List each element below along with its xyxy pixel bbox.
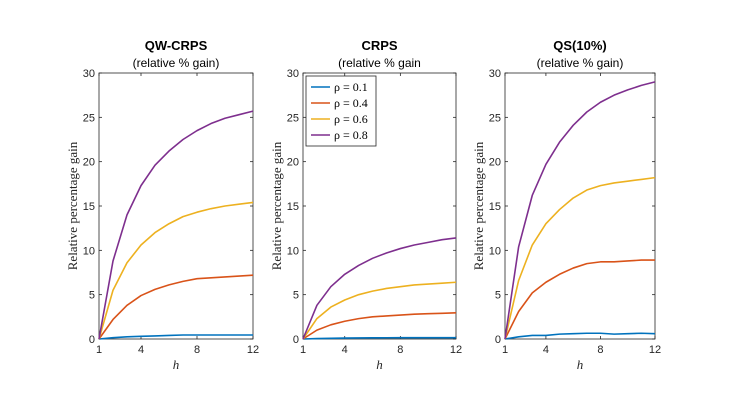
x-tick-label: 1 [96,344,102,356]
x-tick-label: 4 [543,344,549,356]
chart-panel-2: CRPS (relative % gain 0 5 10 15 20 25 30 1 4 8 12 h Re… [269,38,462,372]
series-line-1 [98,334,253,340]
y-tick-label: 20 [83,157,95,169]
y-tick-label: 25 [287,112,299,124]
chart-subtitle: (relative % gain [338,56,421,70]
series-line-2 [98,274,254,340]
series-line-3 [98,201,254,340]
x-tick-label: 12 [247,344,259,356]
y-tick-label: 25 [489,112,501,124]
y-tick-label: 30 [287,68,299,80]
y-axis-label: Relative percentage gain [65,141,80,270]
x-tick-label: 12 [649,344,661,356]
y-tick-label: 5 [495,290,501,302]
y-tick-label: 15 [489,201,501,213]
legend: ρ = 0.1 ρ = 0.4 ρ = 0.6 ρ = 0.8 [305,75,377,147]
y-tick-label: 15 [287,201,299,213]
y-tick-label: 20 [287,157,299,169]
y-tick-label: 0 [495,334,501,346]
series-line-3 [504,176,656,340]
x-tick-label: 4 [138,344,144,356]
legend-entry: ρ = 0.8 [334,128,368,142]
chart-panel-3: QS(10%) (relative % gain) 0 5 10 15 20 25 30 1 4 8 1… [471,38,661,372]
y-tick-label: 30 [83,68,95,80]
chart-subtitle: (relative % gain) [133,56,220,70]
legend-entry: ρ = 0.4 [334,96,368,110]
y-tick-label: 10 [489,245,501,257]
x-tick-label: 1 [300,344,306,356]
series-line-1 [302,336,456,340]
legend-entry: ρ = 0.6 [334,112,368,126]
x-axis-label: h [173,357,180,372]
x-axis-label: h [577,357,584,372]
series-line-2 [504,259,655,340]
y-tick-label: 0 [89,334,95,346]
series-line-2 [302,312,457,340]
x-axis-label: h [376,357,383,372]
x-tick-label: 8 [397,344,403,356]
y-tick-label: 5 [293,290,299,302]
y-tick-label: 30 [489,68,501,80]
chart-title: CRPS [361,38,397,53]
series-line-3 [302,281,457,340]
y-tick-label: 5 [89,290,95,302]
y-axis-label: Relative percentage gain [471,141,486,270]
x-tick-label: 4 [342,344,348,356]
chart-panel-1: QW-CRPS (relative % gain) 0 5 10 15 20 25 30 1 4 8 1… [65,38,259,372]
y-tick-label: 15 [83,201,95,213]
y-axis-label: Relative percentage gain [269,141,284,270]
y-tick-label: 0 [293,334,299,346]
x-tick-label: 1 [502,344,508,356]
chart-title: QW-CRPS [145,38,208,53]
series-line-4 [504,81,656,340]
chart-title: QS(10%) [553,38,606,53]
y-tick-label: 10 [287,245,299,257]
chart-subtitle: (relative % gain) [537,56,624,70]
series-line-4 [302,237,457,340]
series-line-1 [504,332,656,340]
x-tick-label: 8 [597,344,603,356]
y-tick-label: 25 [83,112,95,124]
y-tick-label: 20 [489,157,501,169]
x-tick-label: 12 [450,344,462,356]
legend-entry: ρ = 0.1 [334,80,368,94]
y-tick-label: 10 [83,245,95,257]
series-line-4 [98,110,254,340]
x-tick-label: 8 [194,344,200,356]
